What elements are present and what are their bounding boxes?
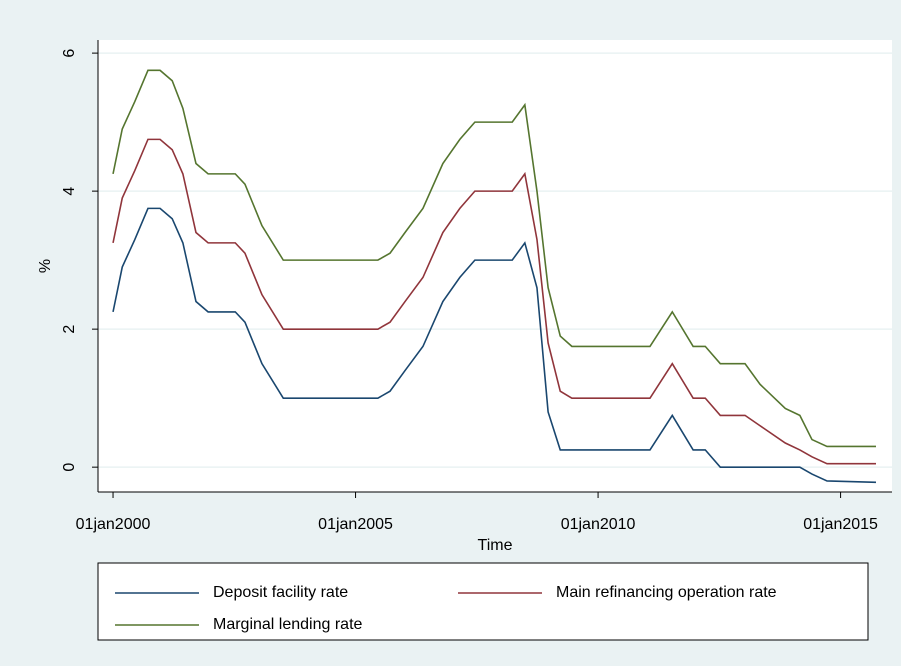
x-tick-label: 01jan2010 [561,516,636,533]
plot-area [98,40,892,492]
legend-label: Deposit facility rate [213,584,348,601]
x-axis-label: Time [478,537,513,554]
series-line [112,138,876,465]
y-tick-label: 4 [61,187,78,196]
y-tick-label: 2 [61,325,78,334]
legend-label: Marginal lending rate [213,616,363,633]
series-line [112,207,877,484]
y-axis-label: % [37,259,54,273]
x-tick-label: 01jan2005 [318,516,393,533]
x-tick-label: 01jan2000 [76,516,151,533]
x-tick-label: 01jan2015 [803,516,878,533]
y-tick-label: 0 [61,463,78,472]
series-line [112,69,876,448]
legend-label: Main refinancing operation rate [556,584,777,601]
y-tick-label: 6 [61,49,78,58]
legend [97,562,869,641]
